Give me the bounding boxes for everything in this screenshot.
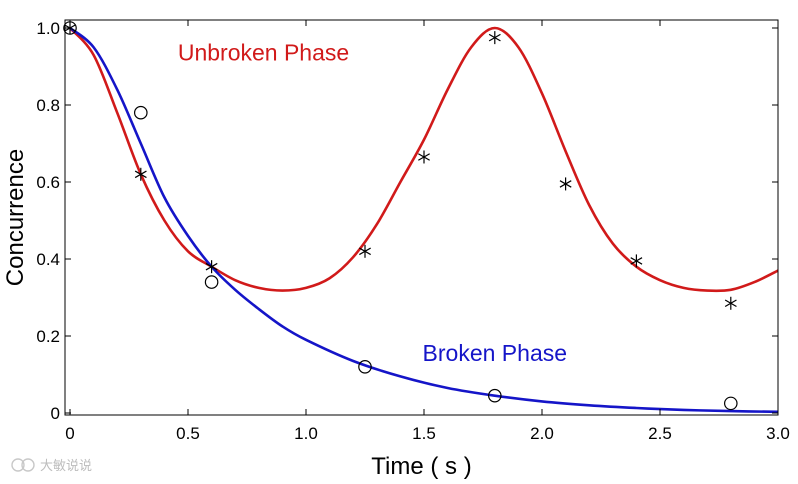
broken-phase-curve <box>69 26 779 414</box>
y-axis-title: Concurrence <box>2 149 29 286</box>
watermark-text: 大敏说说 <box>40 459 92 474</box>
asterisk-marker <box>359 244 371 258</box>
circle-marker <box>358 359 372 374</box>
asterisk-marker <box>418 150 430 164</box>
plot-curves <box>69 26 779 414</box>
plot-frame <box>64 19 779 416</box>
y-tick-label: 1.0 <box>36 19 60 38</box>
asterisk-marker <box>630 254 643 268</box>
asterisk-marker <box>724 296 737 310</box>
circle-marker <box>487 388 502 403</box>
annotation-label: Unbroken Phase <box>178 40 349 66</box>
watermark: 大敏说说 <box>11 458 92 474</box>
annotations: Unbroken Phase Broken Phase <box>178 40 567 366</box>
asterisk-marker <box>205 260 218 274</box>
y-tick-label: 0.2 <box>36 327 60 346</box>
y-tick-label: 0.6 <box>36 173 60 192</box>
x-tick-label: 0.5 <box>176 424 200 443</box>
x-tick-label: 2.0 <box>530 424 554 443</box>
unbroken-phase-curve <box>69 26 779 293</box>
y-tick-label: 0.4 <box>36 250 60 269</box>
x-axis-ticks: 0 0.5 1.0 1.5 2.0 2.5 3.0 <box>65 20 790 443</box>
annotation-label: Broken Phase <box>423 340 567 366</box>
circle-marker <box>134 105 148 120</box>
y-axis-ticks: 0 0.2 0.4 0.6 0.8 1.0 <box>36 19 778 423</box>
x-tick-label: 3.0 <box>766 424 790 443</box>
y-tick-label: 0.8 <box>36 96 60 115</box>
x-tick-label: 1.5 <box>412 424 436 443</box>
asterisk-marker <box>488 31 501 45</box>
plot-markers <box>63 21 738 411</box>
circle-marker <box>204 275 219 289</box>
x-tick-label: 1.0 <box>294 424 318 443</box>
x-tick-label: 0 <box>65 424 74 443</box>
asterisk-marker <box>134 167 147 181</box>
watermark-logo-icon <box>11 458 35 472</box>
circle-marker <box>723 396 738 411</box>
asterisk-marker <box>559 177 572 191</box>
x-axis-title: Time ( s ) <box>371 453 471 480</box>
y-tick-label: 0 <box>51 404 60 423</box>
x-tick-label: 2.5 <box>648 424 672 443</box>
